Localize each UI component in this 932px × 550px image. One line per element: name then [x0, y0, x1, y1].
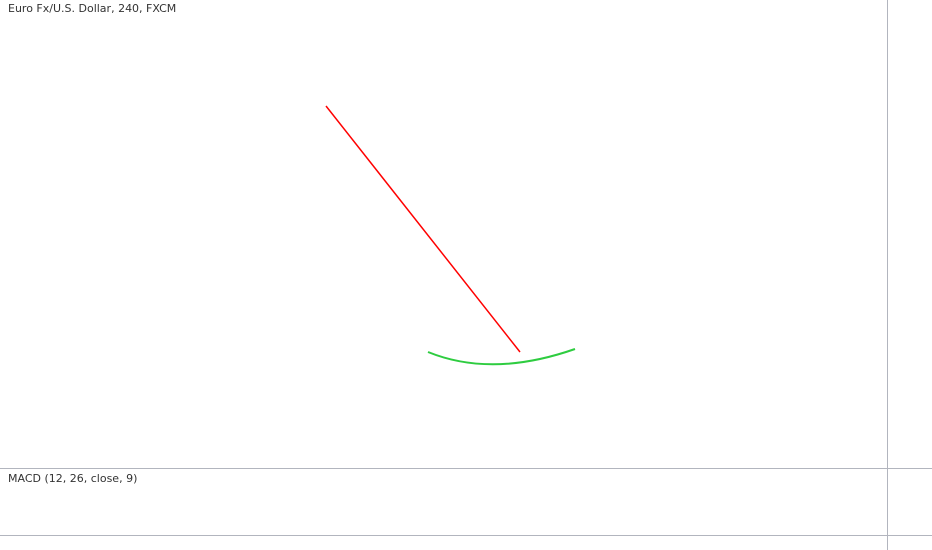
macd-title: MACD (12, 26, close, 9) — [8, 472, 137, 485]
chart-title: Euro Fx/U.S. Dollar, 240, FXCM — [8, 2, 176, 15]
arc-drawing — [427, 348, 576, 366]
trend-line — [325, 105, 521, 353]
